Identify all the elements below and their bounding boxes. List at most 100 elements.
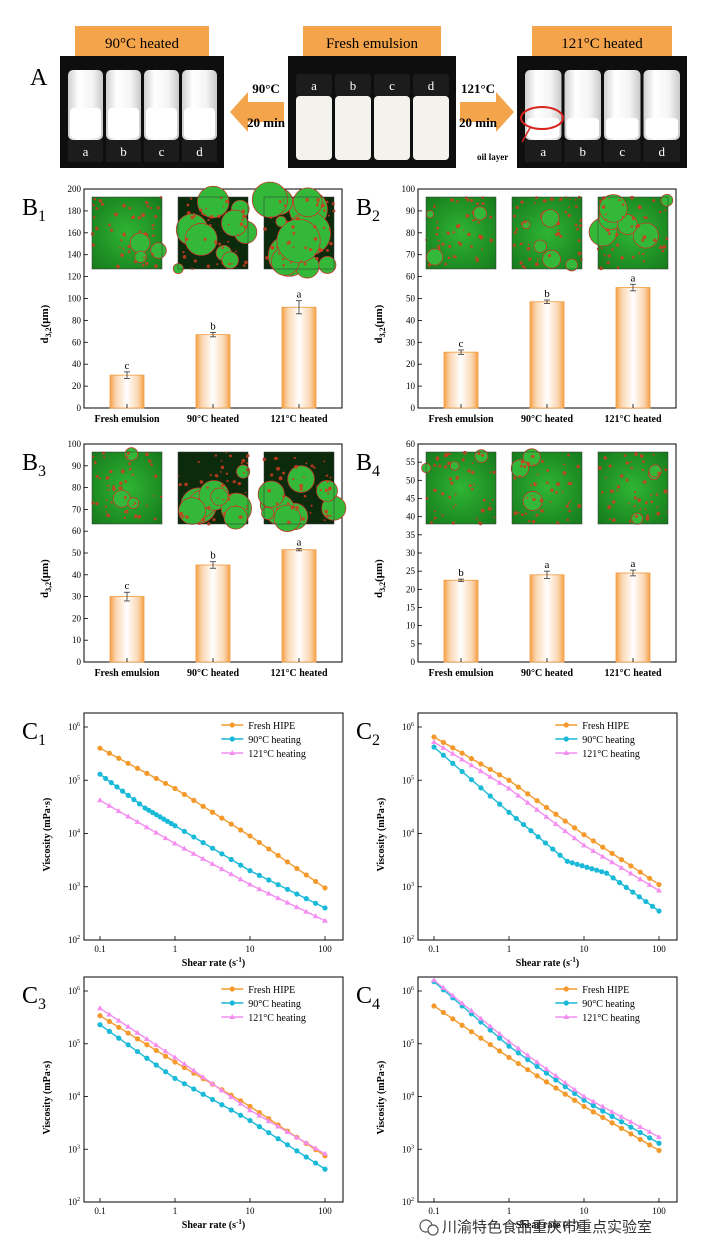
y-axis-label-sub: 3,2 [44, 582, 53, 592]
droplet [124, 447, 139, 461]
vial-label: c [619, 144, 625, 159]
protein-dot [220, 465, 225, 470]
protein-dot [291, 225, 295, 229]
protein-dot [471, 210, 475, 214]
protein-dot [471, 470, 475, 475]
protein-dot [320, 249, 323, 252]
protein-dot [243, 471, 246, 474]
y-tick-exp: 2 [77, 1197, 80, 1203]
protein-dot [623, 454, 627, 457]
protein-dot [526, 247, 531, 251]
protein-dot [645, 514, 650, 518]
series-point [459, 756, 466, 762]
protein-dot [132, 504, 134, 507]
series-point [569, 860, 575, 866]
protein-dot [608, 464, 612, 468]
series-point [459, 750, 465, 756]
protein-dot [214, 242, 218, 245]
micrograph-frame [177, 196, 249, 270]
protein-dot [221, 246, 225, 249]
legend-swatch-marker [229, 722, 235, 728]
series-point [552, 1072, 559, 1078]
plot-frame [83, 976, 344, 1203]
series-point [266, 1130, 272, 1136]
protein-dot [621, 215, 625, 219]
x-axis-label-sup: -1 [236, 956, 242, 964]
protein-dot [193, 259, 197, 263]
protein-dot [532, 463, 535, 466]
y-tick-label: 106 [402, 722, 414, 732]
series-point [553, 1085, 559, 1091]
protein-dot [634, 514, 639, 518]
panel-letter: C2 [356, 719, 380, 749]
watermark: 川渝特色食品重庆市重点实验室 [419, 1219, 652, 1236]
protein-dot [659, 245, 663, 250]
bar [195, 564, 231, 663]
protein-dot [448, 452, 451, 456]
legend-label: 90°C heating [248, 735, 301, 746]
protein-dot [326, 480, 329, 484]
arrow-left-time: 20 min [247, 115, 286, 130]
vial-emulsion [566, 118, 599, 138]
protein-dot [599, 266, 603, 271]
vial-label: d [196, 144, 203, 159]
protein-dot [325, 514, 329, 518]
vial-emulsion [146, 108, 177, 138]
protein-dot [181, 514, 185, 519]
protein-dot [642, 259, 646, 263]
protein-dot [628, 502, 630, 505]
protein-dot [309, 248, 313, 252]
protein-dot [128, 467, 132, 471]
y-tick-exp: 2 [411, 1197, 414, 1203]
series-point [116, 1024, 122, 1030]
droplet [221, 251, 239, 269]
panel-letter-sub: 2 [372, 732, 380, 749]
series-point [590, 1109, 596, 1115]
protein-dot [317, 201, 319, 204]
series-point [293, 1134, 300, 1140]
protein-dot [444, 262, 447, 266]
protein-dot [294, 464, 298, 469]
protein-dot [520, 459, 525, 464]
protein-dot [310, 504, 313, 507]
series-point [163, 1069, 169, 1075]
series-point [600, 1114, 606, 1120]
protein-dot [325, 474, 328, 477]
protein-dot [329, 241, 333, 246]
series-point [303, 896, 309, 902]
series-point [191, 797, 197, 803]
series-point [97, 797, 103, 803]
protein-dot [228, 494, 232, 497]
protein-dot [209, 223, 212, 227]
protein-dot [124, 479, 128, 483]
series-point [562, 1091, 568, 1097]
protein-dot [207, 218, 210, 222]
droplet [221, 209, 248, 237]
protein-dot [527, 243, 530, 246]
vial-cap [604, 140, 641, 162]
protein-dot [134, 260, 137, 264]
series-point [553, 811, 559, 817]
protein-dot [227, 223, 230, 226]
plot-frame [417, 976, 678, 1203]
protein-dot [556, 221, 561, 226]
protein-dot [605, 218, 608, 221]
series-point [553, 1077, 559, 1083]
x-tick-label: 100 [318, 1206, 332, 1216]
series-point [440, 1009, 446, 1016]
series-point [440, 744, 447, 750]
protein-dot [477, 521, 480, 523]
x-category-label: Fresh emulsion [94, 668, 160, 679]
protein-dot [108, 223, 111, 227]
micrograph-frame [177, 451, 249, 525]
vial-label: a [83, 144, 89, 159]
protein-dot [580, 258, 583, 261]
arrow-left-temp: 90°C [252, 81, 280, 96]
panel-letter: B4 [356, 450, 380, 480]
protein-dot [539, 498, 544, 503]
protein-dot [120, 469, 125, 474]
x-tick-label: 100 [652, 1206, 666, 1216]
y-tick-exp: 3 [77, 1144, 80, 1150]
series-point [656, 1147, 662, 1154]
series-point [106, 802, 113, 808]
